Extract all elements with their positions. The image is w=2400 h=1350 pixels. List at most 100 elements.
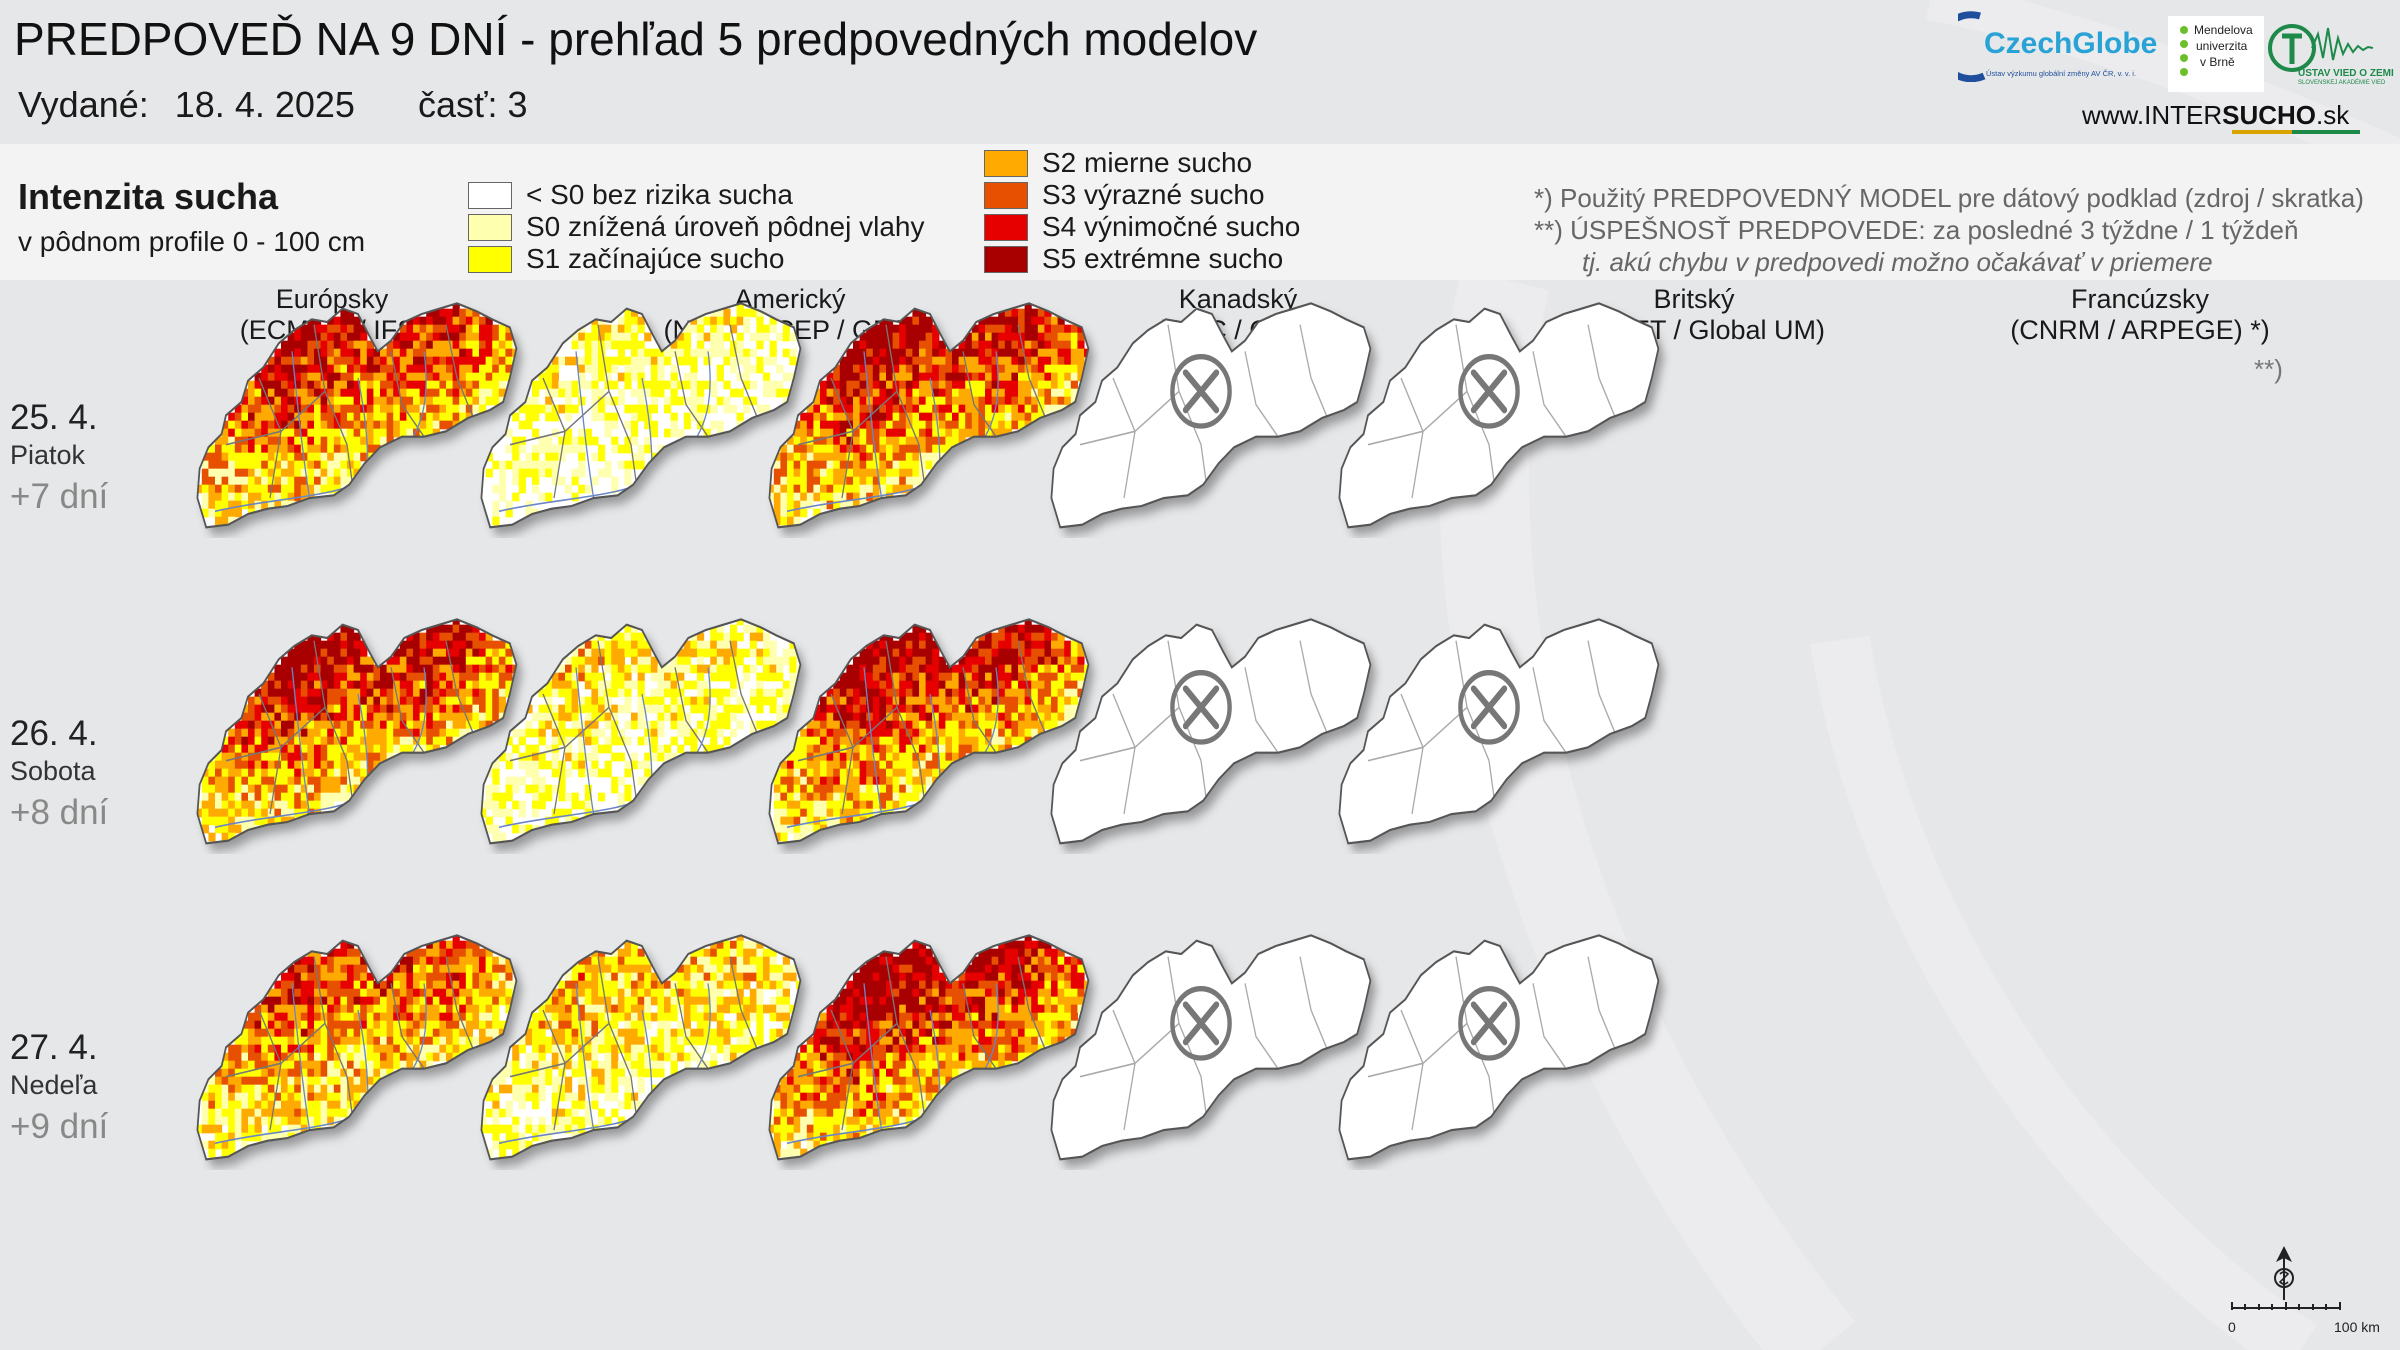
rivers <box>786 667 999 829</box>
czechglobe-logo: CzechGlobe Ústav výzkumu globální změny … <box>1958 11 2157 82</box>
uvz-line-2: SLOVENSKEJ AKADÉMIE VIED <box>2298 79 2386 86</box>
country-fill <box>1051 303 1371 528</box>
legend-item: S0 znížená úroveň pôdnej vlahy <box>468 211 925 242</box>
drought-map <box>768 934 1090 1161</box>
drought-intensity-layer <box>485 303 797 526</box>
region-borders <box>797 324 1047 499</box>
website-post: .sk <box>2316 100 2350 130</box>
drought-intensity-layer <box>481 935 801 1158</box>
country-outline <box>480 302 802 529</box>
czechglobe-logo-sub: Ústav výzkumu globální změny AV ČR, v. v… <box>1986 69 2136 78</box>
note-accuracy-explain: tj. akú chybu v predpovedi možno očakáva… <box>1582 247 2213 277</box>
legend-swatch <box>984 213 1028 241</box>
website-bold: SUCHO <box>2222 100 2317 130</box>
note-accuracy: **) ÚSPEŠNOSŤ PREDPOVEDE: za posledné 3 … <box>1534 215 2299 245</box>
country-fill <box>1339 303 1659 528</box>
country-outline <box>768 302 1090 529</box>
uvz-line-1: ÚSTAV VIED O ZEMI <box>2298 66 2394 79</box>
country-outline <box>1338 302 1660 529</box>
region-borders <box>1367 956 1617 1131</box>
forecast-row-label: 27. 4. Nedeľa +9 dní <box>10 1028 108 1147</box>
drought-intensity-layer <box>197 303 517 526</box>
model-name: Britský <box>1653 284 1735 314</box>
rivers <box>786 351 999 513</box>
drought-intensity-layer <box>481 619 801 842</box>
country-outline <box>1050 934 1372 1161</box>
legend-label: S1 začínajúce sucho <box>526 243 785 274</box>
region-borders <box>797 640 1047 815</box>
region-borders <box>1367 640 1617 815</box>
accuracy-mark: **) <box>2254 354 2283 384</box>
country-outline <box>196 302 518 529</box>
region-borders <box>225 324 475 499</box>
legend-item: S3 výrazné sucho <box>984 179 1265 210</box>
mendelu-logo: Mendelova univerzita v Brně <box>2168 16 2264 92</box>
region-borders <box>1079 324 1329 499</box>
region-borders <box>509 956 759 1131</box>
forecast-weekday: Sobota <box>10 756 96 786</box>
rivers <box>498 351 711 513</box>
legend-swatch <box>984 245 1028 273</box>
region-borders <box>509 640 759 815</box>
mendelu-line-3: v Brně <box>2200 55 2235 69</box>
legend-label: S3 výrazné sucho <box>1042 179 1265 210</box>
drought-intensity-layer <box>773 619 1089 842</box>
region-borders <box>1079 640 1329 815</box>
website-underline <box>2232 130 2360 134</box>
legend-item: S5 extrémne sucho <box>984 243 1284 274</box>
drought-map <box>768 302 1090 529</box>
legend-band <box>0 144 2400 280</box>
rivers <box>786 983 999 1145</box>
legend-title: Intenzita sucha <box>18 176 279 217</box>
drought-intensity-layer <box>197 619 517 842</box>
drought-map-unavailable <box>1050 302 1372 529</box>
unavailable-x-icon <box>1170 986 1232 1061</box>
legend-label: S2 mierne sucho <box>1042 147 1253 178</box>
unavailable-x-icon <box>1458 986 1520 1061</box>
country-outline <box>1338 618 1660 845</box>
rivers <box>498 667 711 829</box>
legend-label: < S0 bez rizika sucha <box>526 179 793 210</box>
forecast-date: 27. 4. <box>10 1028 98 1067</box>
country-outline <box>480 618 802 845</box>
page-title: PREDPOVEĎ NA 9 DNÍ - prehľad 5 predpoved… <box>14 13 1258 65</box>
legend-swatch <box>468 181 512 209</box>
region-borders <box>225 640 475 815</box>
forecast-lead: +8 dní <box>10 793 109 832</box>
czechglobe-logo-text: CzechGlobe <box>1984 27 2157 60</box>
country-outline <box>1338 934 1660 1161</box>
region-borders <box>225 956 475 1131</box>
legend-label: S0 znížená úroveň pôdnej vlahy <box>526 211 925 242</box>
uvz-sav-logo: ÚSTAV VIED O ZEMI SLOVENSKEJ AKADÉMIE VI… <box>2268 24 2394 86</box>
part-number: časť: 3 <box>418 84 528 125</box>
forecast-weekday: Piatok <box>10 440 86 470</box>
legend-swatch <box>468 213 512 241</box>
legend-item: < S0 bez rizika sucha <box>468 179 793 210</box>
forecast-lead: +7 dní <box>10 477 109 516</box>
model-header: Francúzsky (CNRM / ARPEGE) *) <box>1980 284 2300 346</box>
drought-map-unavailable <box>1338 934 1660 1161</box>
website-url: www.INTERSUCHO.sk <box>2082 100 2349 131</box>
country-fill <box>1339 619 1659 844</box>
legend-item: S2 mierne sucho <box>984 147 1253 178</box>
drought-map-unavailable <box>1050 934 1372 1161</box>
country-outline <box>1050 618 1372 845</box>
drought-map <box>196 618 518 845</box>
region-borders <box>797 956 1047 1131</box>
drought-map <box>480 934 802 1161</box>
drought-map-unavailable <box>1338 618 1660 845</box>
region-borders <box>1079 956 1329 1131</box>
legend-label: S4 výnimočné sucho <box>1042 211 1301 242</box>
drought-map <box>196 934 518 1161</box>
issued-label: Vydané: <box>18 84 149 125</box>
drought-map <box>480 302 802 529</box>
forecast-date: 26. 4. <box>10 714 98 753</box>
legend-subtitle: v pôdnom profile 0 - 100 cm <box>18 226 366 257</box>
scale-bar: 0 100 km <box>2228 1302 2380 1335</box>
legend-swatch <box>984 149 1028 177</box>
mendelu-line-1: Mendelova <box>2194 23 2253 37</box>
scale-max: 100 km <box>2334 1319 2380 1335</box>
model-name: Európsky <box>275 284 389 314</box>
legend-label: S5 extrémne sucho <box>1042 243 1284 274</box>
drought-map-unavailable <box>1050 618 1372 845</box>
